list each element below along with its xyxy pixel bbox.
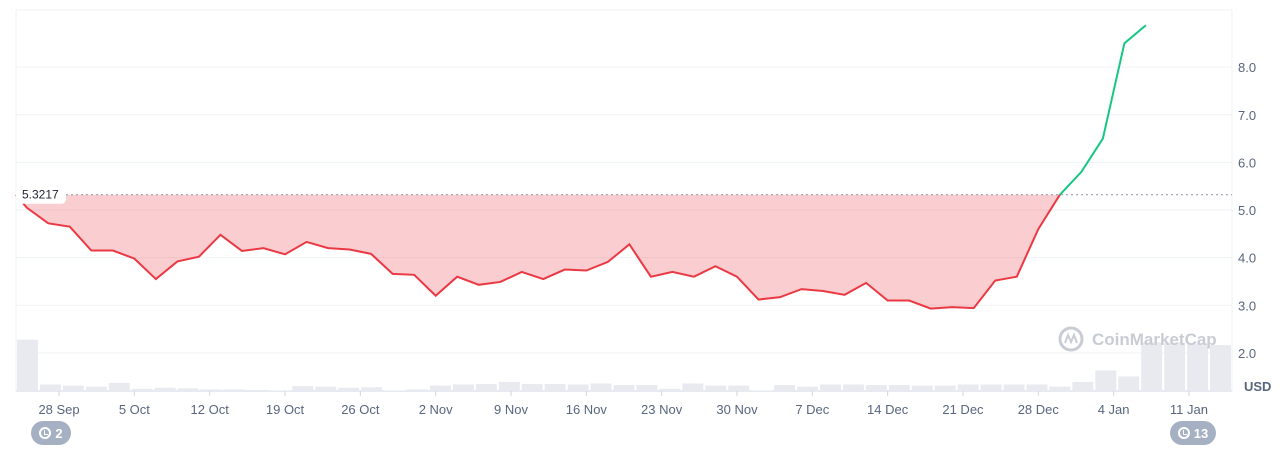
volume-bar — [682, 383, 704, 391]
history-icon — [39, 427, 52, 439]
volume-bar — [1095, 370, 1117, 391]
volume-bar — [39, 384, 61, 391]
y-axis-unit: USD — [1244, 379, 1271, 394]
x-tick-label: 23 Nov — [641, 402, 683, 417]
volume-bar — [797, 386, 819, 391]
volume-bar — [705, 385, 727, 391]
volume-bar — [751, 390, 773, 391]
volume-bar — [1003, 384, 1025, 391]
x-axis-ticks: 28 Sep 5 Oct 12 Oct 19 Oct 26 Oct 2 Nov 9 Nov 1… — [38, 402, 1208, 417]
volume-bar — [131, 388, 153, 391]
volume-bar — [820, 384, 841, 391]
volume-bar — [315, 386, 337, 391]
x-tick-label: 4 Jan — [1098, 402, 1130, 417]
volume-bar — [888, 385, 910, 391]
volume-bar — [108, 382, 130, 391]
volume-bar — [865, 385, 887, 391]
volume-bar — [338, 387, 360, 391]
volume-bar — [1118, 376, 1140, 391]
x-tick-label: 21 Dec — [942, 402, 984, 417]
volume-bar — [613, 385, 635, 391]
volume-bar — [246, 389, 268, 391]
volume-bar — [177, 388, 199, 391]
price-line-above — [1059, 24, 1147, 196]
volume-bar — [544, 383, 566, 391]
x-tick-label: 28 Dec — [1018, 402, 1060, 417]
volume-bar — [85, 386, 107, 391]
volume-bar — [1072, 381, 1094, 391]
earlier-events-button[interactable]: 2 — [31, 421, 71, 445]
later-events-button[interactable]: 13 — [1170, 421, 1216, 445]
volume-bar — [292, 386, 314, 391]
volume-bar — [62, 385, 84, 391]
volume-bar — [407, 389, 428, 391]
later-events-count: 13 — [1193, 425, 1209, 441]
watermark-text: CoinMarketCap — [1092, 330, 1217, 349]
x-tick-label: 28 Sep — [38, 402, 79, 417]
volume-bar — [1141, 342, 1163, 391]
history-icon — [1177, 427, 1190, 439]
volume-bar — [269, 390, 291, 391]
price-fill-area — [16, 194, 1060, 309]
y-tick-label: 2.0 — [1238, 346, 1256, 361]
coinmarketcap-logo: CoinMarketCap — [1058, 326, 1217, 352]
volume-bar — [1210, 345, 1231, 391]
x-tick-label: 16 Nov — [566, 402, 608, 417]
volume-bar — [1049, 386, 1071, 391]
x-tick-label: 19 Oct — [266, 402, 305, 417]
volume-bar — [842, 384, 864, 391]
earlier-events-count: 2 — [55, 425, 63, 441]
volume-bar — [1164, 342, 1186, 391]
volume-bar — [223, 389, 245, 391]
y-axis-ticks: 2.0 3.0 4.0 5.0 6.0 7.0 8.0 — [1238, 60, 1256, 361]
y-tick-label: 3.0 — [1238, 298, 1256, 313]
volume-bar — [521, 383, 543, 391]
volume-bar — [567, 384, 589, 391]
x-tick-label: 11 Jan — [1170, 402, 1208, 417]
volume-bar — [429, 385, 451, 391]
volume-bar — [957, 384, 979, 391]
volume-bar — [154, 387, 176, 391]
volume-bar — [636, 385, 658, 391]
volume-bar — [1187, 343, 1209, 391]
volume-bar — [361, 387, 383, 391]
y-tick-label: 6.0 — [1238, 155, 1256, 170]
reference-line: 5.3217 — [16, 185, 1232, 204]
price-line-below — [15, 194, 1061, 310]
volume-bar — [1026, 384, 1048, 391]
x-tick-label: 5 Oct — [119, 402, 150, 417]
volume-bar — [934, 385, 956, 391]
y-tick-label: 8.0 — [1238, 60, 1256, 75]
y-tick-label: 5.0 — [1238, 203, 1256, 218]
x-tick-label: 7 Dec — [795, 402, 829, 417]
volume-bar — [384, 390, 406, 391]
volume-bar — [475, 383, 497, 391]
volume-bar — [200, 389, 222, 391]
x-tick-label: 26 Oct — [341, 402, 380, 417]
volume-bar — [728, 385, 750, 391]
volume-bar — [452, 384, 474, 391]
y-tick-label: 4.0 — [1238, 251, 1256, 266]
volume-bar — [980, 384, 1002, 391]
x-tick-label: 30 Nov — [716, 402, 758, 417]
reference-price-label: 5.3217 — [22, 188, 59, 202]
x-tick-label: 2 Nov — [419, 402, 453, 417]
x-tick-label: 14 Dec — [867, 402, 909, 417]
volume-bar — [911, 385, 933, 391]
volume-bars — [17, 339, 1231, 391]
volume-bar — [659, 388, 681, 391]
volume-bar — [590, 383, 612, 391]
volume-bar — [17, 339, 38, 391]
below-reference-fill — [16, 194, 1060, 309]
x-tick-label: 12 Oct — [191, 402, 230, 417]
y-tick-label: 7.0 — [1238, 108, 1256, 123]
volume-bar — [774, 385, 796, 391]
price-lines — [15, 24, 1147, 310]
x-tick-label: 9 Nov — [494, 402, 528, 417]
volume-bar — [498, 381, 520, 391]
